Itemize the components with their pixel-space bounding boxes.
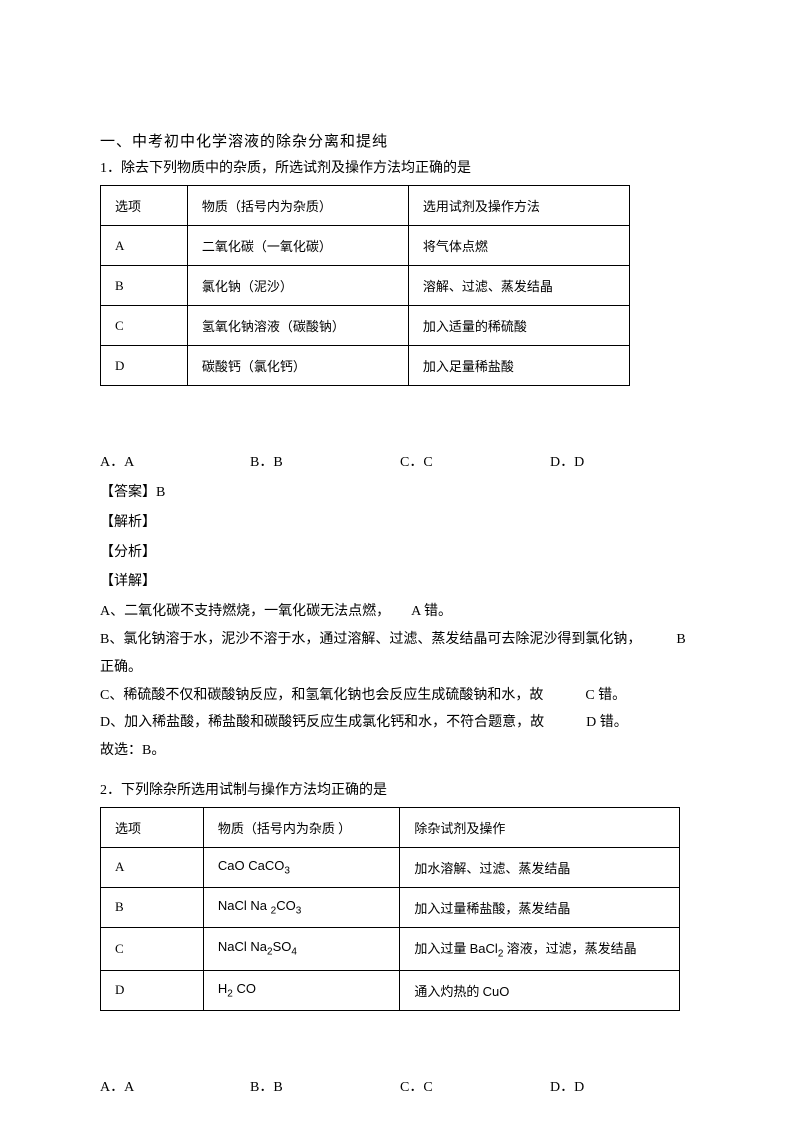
table-cell: A bbox=[101, 847, 204, 887]
table-cell: 加入过量 BaCl2 溶液，过滤，蒸发结晶 bbox=[400, 927, 680, 970]
table-cell: B bbox=[101, 266, 188, 306]
table-row: B NaCl Na 2CO3 加入过量稀盐酸，蒸发结晶 bbox=[101, 887, 680, 927]
q1-stem: 1．除去下列物质中的杂质，所选试剂及操作方法均正确的是 bbox=[100, 157, 700, 177]
detail-a: A、二氧化碳不支持燃烧，一氧化碳无法点燃， A 错。 bbox=[100, 600, 700, 624]
table-header: 除杂试剂及操作 bbox=[400, 807, 680, 847]
option-b: B．B bbox=[250, 451, 400, 471]
table-row: A 二氧化碳（一氧化碳） 将气体点燃 bbox=[101, 226, 630, 266]
table-row: B 氯化钠（泥沙） 溶解、过滤、蒸发结晶 bbox=[101, 266, 630, 306]
table-row: 选项 物质（括号内为杂质 ） 除杂试剂及操作 bbox=[101, 807, 680, 847]
detail-d: D、加入稀盐酸，稀盐酸和碳酸钙反应生成氯化钙和水，不符合题意，故 D 错。 bbox=[100, 711, 700, 735]
q2-stem-text: 下列除杂所选用试制与操作方法均正确的是 bbox=[121, 783, 387, 798]
table-cell: 将气体点燃 bbox=[408, 226, 629, 266]
table-header: 选项 bbox=[101, 186, 188, 226]
table-cell: 加入过量稀盐酸，蒸发结晶 bbox=[400, 887, 680, 927]
table-cell: C bbox=[101, 306, 188, 346]
table-cell: 加入适量的稀硫酸 bbox=[408, 306, 629, 346]
detail-b: B、氯化钠溶于水，泥沙不溶于水，通过溶解、过滤、蒸发结晶可去除泥沙得到氯化钠， … bbox=[100, 628, 700, 652]
q1-stem-text: 除去下列物质中的杂质，所选试剂及操作方法均正确的是 bbox=[121, 161, 471, 176]
answer-label: 【答案】B bbox=[100, 481, 700, 505]
table-cell: D bbox=[101, 346, 188, 386]
q2-options: A．A B．B C．C D．D bbox=[100, 1076, 700, 1096]
table-cell: 溶解、过滤、蒸发结晶 bbox=[408, 266, 629, 306]
table-cell: H2 CO bbox=[203, 970, 399, 1010]
option-c: C．C bbox=[400, 451, 550, 471]
q1-options: A．A B．B C．C D．D bbox=[100, 451, 700, 471]
q2-number: 2． bbox=[100, 783, 121, 798]
table-cell: CaO CaCO3 bbox=[203, 847, 399, 887]
xiangjie-label: 【详解】 bbox=[100, 570, 700, 594]
detail-c: C、稀硫酸不仅和碳酸钠反应，和氢氧化钠也会反应生成硫酸钠和水，故 C 错。 bbox=[100, 684, 700, 708]
table-cell: 碳酸钙（氯化钙） bbox=[187, 346, 408, 386]
table-row: C NaCl Na2SO4 加入过量 BaCl2 溶液，过滤，蒸发结晶 bbox=[101, 927, 680, 970]
table-cell: A bbox=[101, 226, 188, 266]
table-cell: B bbox=[101, 887, 204, 927]
table-row: C 氢氧化钠溶液（碳酸钠） 加入适量的稀硫酸 bbox=[101, 306, 630, 346]
option-a: A．A bbox=[100, 451, 250, 471]
table-row: A CaO CaCO3 加水溶解、过滤、蒸发结晶 bbox=[101, 847, 680, 887]
q2-table: 选项 物质（括号内为杂质 ） 除杂试剂及操作 A CaO CaCO3 加水溶解、… bbox=[100, 807, 680, 1011]
detail-b2: 正确。 bbox=[100, 656, 700, 680]
q1-table: 选项 物质（括号内为杂质） 选用试剂及操作方法 A 二氧化碳（一氧化碳） 将气体… bbox=[100, 185, 630, 386]
option-d: D．D bbox=[550, 451, 700, 471]
option-c: C．C bbox=[400, 1076, 550, 1096]
table-cell: NaCl Na 2CO3 bbox=[203, 887, 399, 927]
option-d: D．D bbox=[550, 1076, 700, 1096]
option-a: A．A bbox=[100, 1076, 250, 1096]
table-cell: 氯化钠（泥沙） bbox=[187, 266, 408, 306]
section-title: 一、中考初中化学溶液的除杂分离和提纯 bbox=[100, 130, 700, 151]
detail-final: 故选：B。 bbox=[100, 739, 700, 763]
q2-stem: 2．下列除杂所选用试制与操作方法均正确的是 bbox=[100, 779, 700, 799]
table-header: 选用试剂及操作方法 bbox=[408, 186, 629, 226]
table-cell: C bbox=[101, 927, 204, 970]
table-cell: NaCl Na2SO4 bbox=[203, 927, 399, 970]
table-row: D 碳酸钙（氯化钙） 加入足量稀盐酸 bbox=[101, 346, 630, 386]
table-cell: 加水溶解、过滤、蒸发结晶 bbox=[400, 847, 680, 887]
table-row: 选项 物质（括号内为杂质） 选用试剂及操作方法 bbox=[101, 186, 630, 226]
fenxi-label: 【分析】 bbox=[100, 541, 700, 565]
table-row: D H2 CO 通入灼热的 CuO bbox=[101, 970, 680, 1010]
table-cell: 氢氧化钠溶液（碳酸钠） bbox=[187, 306, 408, 346]
option-b: B．B bbox=[250, 1076, 400, 1096]
table-cell: D bbox=[101, 970, 204, 1010]
table-cell: 二氧化碳（一氧化碳） bbox=[187, 226, 408, 266]
table-header: 物质（括号内为杂质 ） bbox=[203, 807, 399, 847]
table-header: 选项 bbox=[101, 807, 204, 847]
q1-number: 1． bbox=[100, 161, 121, 176]
jiexi-label: 【解析】 bbox=[100, 511, 700, 535]
table-cell: 通入灼热的 CuO bbox=[400, 970, 680, 1010]
table-cell: 加入足量稀盐酸 bbox=[408, 346, 629, 386]
table-header: 物质（括号内为杂质） bbox=[187, 186, 408, 226]
